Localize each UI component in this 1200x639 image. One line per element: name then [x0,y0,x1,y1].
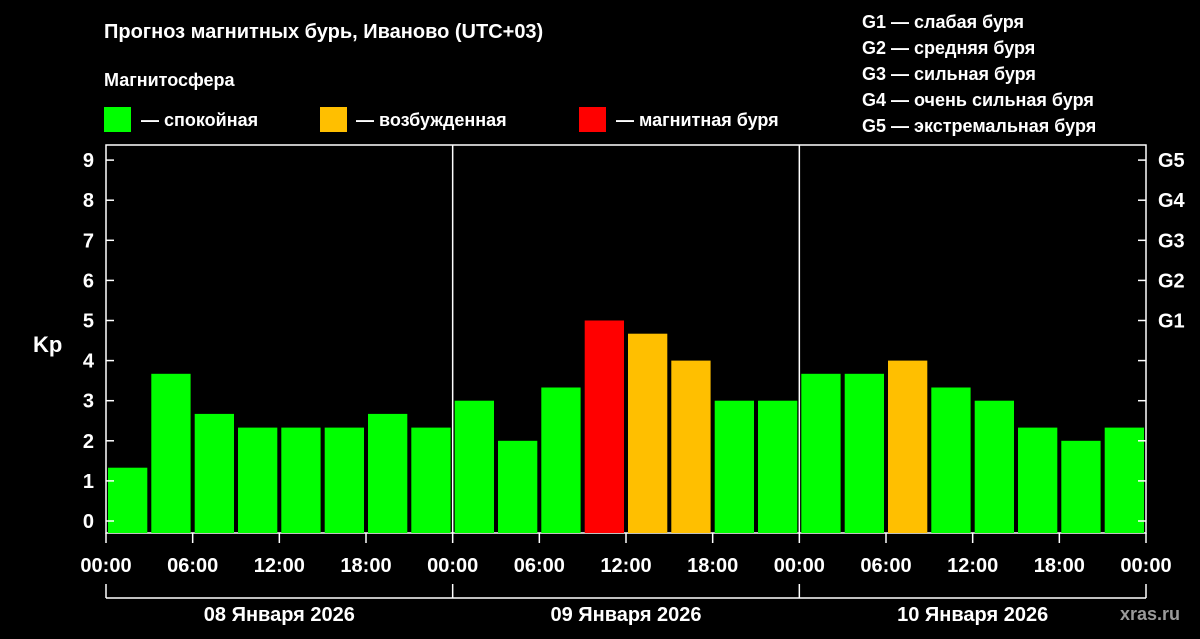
bar-9 [498,440,538,533]
y-tick-label-1: 1 [83,471,94,493]
bar-8 [454,400,494,533]
x-tick-label-10: 12:00 [947,555,998,577]
day-dividers [451,145,801,533]
g-legend-g5: G5 — экстремальная буря [862,116,1096,136]
legend-item-calm: — спокойная [104,107,258,132]
day-labels: 08 Января 2026 09 Января 2026 10 Января 20… [105,584,1147,626]
x-tick-label-0: 00:00 [80,555,131,577]
bar-2 [194,413,234,533]
legend-label-calm: — спокойная [141,110,258,130]
y-tick-label-0: 0 [83,511,94,533]
bar-20 [974,400,1014,533]
day-label-1: 09 Января 2026 [550,604,701,626]
y-tick-label-4: 4 [83,351,95,373]
bar-11 [584,320,624,533]
bar-23 [1104,427,1144,533]
bar-14 [714,400,754,533]
y-axis-ticks: 0 1 2 3 4 5 6 7 8 9 [83,150,114,533]
bar-19 [931,387,971,533]
x-tick-label-9: 06:00 [860,555,911,577]
y-tick-label-8: 8 [83,190,94,212]
x-tick-label-4: 00:00 [427,555,478,577]
g-tick-label-g4: G4 [1158,190,1186,212]
watermark: xras.ru [1120,604,1180,624]
legend-swatch-storm [579,107,606,132]
y-tick-label-6: 6 [83,270,94,292]
y-tick-label-9: 9 [83,150,94,172]
x-axis-ticks: 00:00 06:00 12:00 18:00 00:00 06:00 12:00 18:00… [80,533,1172,577]
bar-15 [758,400,798,533]
x-tick-label-2: 12:00 [254,555,305,577]
x-tick-label-8: 00:00 [774,555,825,577]
y-tick-label-2: 2 [83,431,94,453]
bar-22 [1061,440,1101,533]
g-tick-label-g3: G3 [1158,230,1185,252]
x-tick-label-12: 00:00 [1120,555,1171,577]
bar-18 [888,360,928,533]
x-tick-label-11: 18:00 [1034,555,1085,577]
chart-title: Прогноз магнитных бурь, Иваново (UTC+03) [104,21,543,43]
legend-swatch-excited [320,107,347,132]
g-legend-g2: G2 — средняя буря [862,38,1035,58]
g-tick-label-g5: G5 [1158,150,1185,172]
day-label-2: 10 Января 2026 [897,604,1048,626]
x-tick-label-3: 18:00 [340,555,391,577]
bar-7 [411,427,451,533]
bars-layer [108,320,1144,533]
day-label-0: 08 Января 2026 [204,604,355,626]
y-tick-label-7: 7 [83,230,94,252]
legend-swatch-calm [104,107,131,132]
bar-5 [324,427,364,533]
g-axis-ticks: G1 G2 G3 G4 G5 [1138,150,1186,522]
bar-17 [844,373,884,533]
legend-item-excited: — возбужденная [320,107,507,132]
bar-13 [671,360,711,533]
g-legend-g1: G1 — слабая буря [862,12,1024,32]
legend-label-storm: — магнитная буря [616,110,779,130]
bar-6 [368,413,408,533]
x-tick-label-6: 12:00 [600,555,651,577]
legend-item-storm: — магнитная буря [579,107,779,132]
bar-0 [108,467,148,533]
g-legend-g3: G3 — сильная буря [862,64,1036,84]
x-tick-label-5: 06:00 [514,555,565,577]
g-tick-label-g1: G1 [1158,311,1185,333]
y-axis-label: Kp [33,332,62,357]
bar-10 [541,387,581,533]
y-tick-label-5: 5 [83,311,94,333]
g-tick-label-g2: G2 [1158,270,1185,292]
legend-heading: Магнитосфера [104,70,236,90]
g-legend-g4: G4 — очень сильная буря [862,90,1094,110]
bar-3 [238,427,278,533]
bar-16 [801,373,841,533]
legend-label-excited: — возбужденная [356,110,507,130]
bar-21 [1018,427,1058,533]
bar-12 [628,333,668,533]
y-tick-label-3: 3 [83,391,94,413]
x-tick-label-1: 06:00 [167,555,218,577]
bar-1 [151,373,191,533]
bar-4 [281,427,321,533]
x-tick-label-7: 18:00 [687,555,738,577]
